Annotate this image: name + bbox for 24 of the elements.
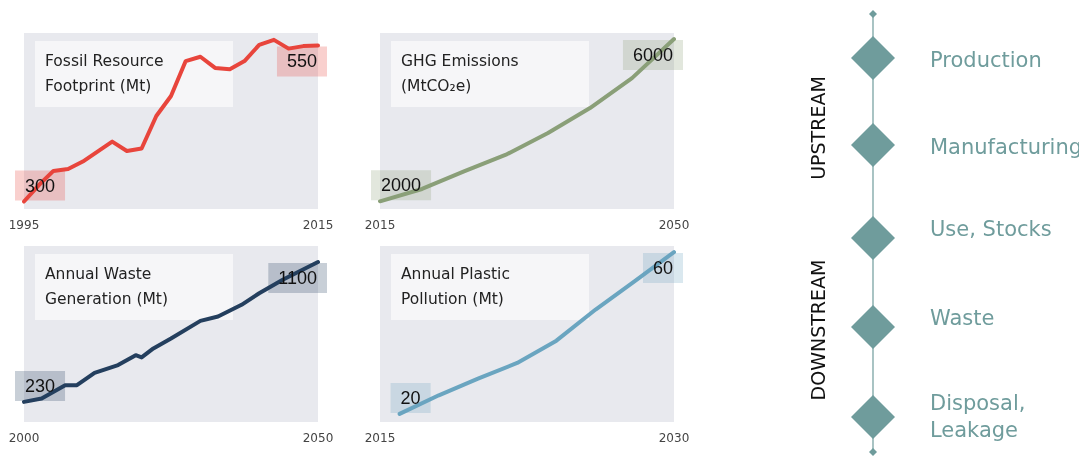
title-box: Fossil Resource Footprint (Mt)	[35, 41, 233, 107]
x-tick-label: 2050	[658, 218, 690, 232]
x-tick-label: 2000	[8, 431, 40, 445]
data-label: 60	[652, 258, 673, 279]
text: Waste	[930, 304, 996, 332]
title-box: Annual Waste Generation (Mt)	[35, 254, 233, 320]
data-label: 2000	[381, 175, 422, 196]
title-box: Annual Plastic Pollution (Mt)	[391, 254, 589, 320]
data-label: 20	[400, 387, 421, 408]
x-tick-label: 1995	[8, 218, 40, 232]
text: Disposal, Leakage	[930, 390, 1026, 444]
data-label: 6000	[632, 45, 673, 66]
text: Production	[930, 46, 1043, 74]
x-tick-label: 2015	[364, 218, 396, 232]
x-tick-label: 2015	[364, 431, 396, 445]
text: UPSTREAM	[806, 76, 829, 180]
data-label: 550	[286, 51, 317, 72]
x-tick-label: 2015	[302, 218, 334, 232]
text: Use, Stocks	[930, 215, 1053, 243]
x-tick-label: 2030	[658, 431, 690, 445]
x-tick-label: 2050	[302, 431, 334, 445]
text: DOWNSTREAM	[806, 259, 829, 401]
data-label: 230	[25, 375, 56, 396]
title-box: GHG Emissions (MtCO₂e)	[391, 41, 589, 107]
